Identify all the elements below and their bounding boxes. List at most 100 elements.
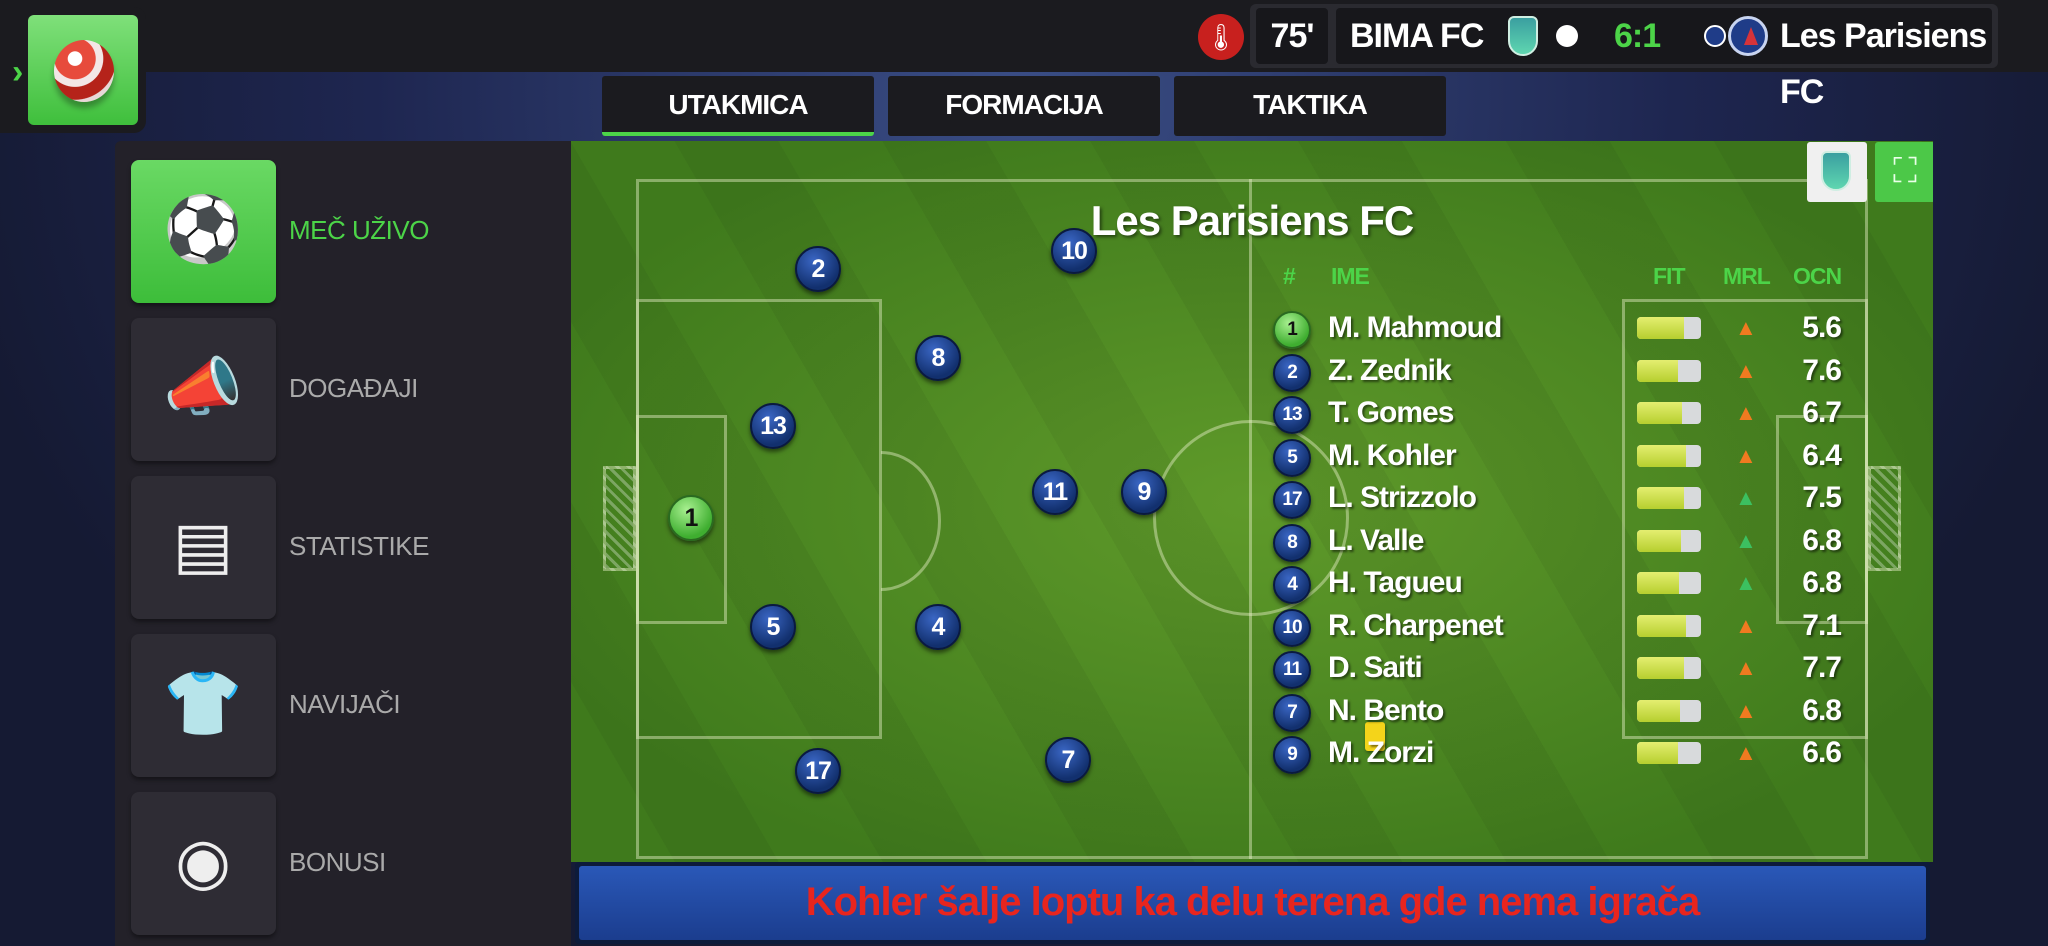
tab-utakmica[interactable]: UTAKMICA bbox=[602, 76, 874, 136]
sidebar-item-2[interactable]: ▤ bbox=[131, 476, 276, 619]
fitness-bar bbox=[1637, 529, 1701, 552]
commentary-bar: Kohler šalje loptu ka delu terena gde ne… bbox=[575, 862, 1930, 944]
jersey-icon: 👕 bbox=[163, 667, 243, 739]
sidebar-item-1[interactable]: 📣 bbox=[131, 318, 276, 461]
player-rating: 6.8 bbox=[1802, 523, 1842, 557]
right-penalty-box bbox=[1622, 299, 1868, 739]
fitness-bar bbox=[1637, 742, 1701, 764]
left-goal bbox=[603, 466, 636, 571]
away-team-name: Les Parisiens FC bbox=[1780, 17, 1987, 111]
home-color-dot bbox=[1556, 25, 1578, 47]
morale-up-arrow-icon: ▲ bbox=[1735, 527, 1757, 553]
thermometer-icon[interactable]: 🌡 bbox=[1198, 14, 1244, 60]
center-circle bbox=[1153, 420, 1349, 616]
player-rating: 7.7 bbox=[1802, 651, 1842, 684]
player-token[interactable]: 5 bbox=[750, 604, 796, 650]
morale-up-arrow-icon: ▲ bbox=[1735, 740, 1757, 765]
player-rating: 7.5 bbox=[1802, 481, 1842, 514]
col-fit: FIT bbox=[1653, 263, 1685, 289]
fitness-bar bbox=[1637, 402, 1701, 424]
right-goal bbox=[1868, 466, 1901, 571]
club-crest-icon bbox=[1508, 16, 1538, 56]
morale-up-arrow-icon: ▲ bbox=[1735, 442, 1757, 468]
player-number-badge: 8 bbox=[1273, 523, 1311, 562]
player-token[interactable]: 10 bbox=[1051, 228, 1097, 274]
player-row[interactable]: 2 Z. Zednik ▲ 7.6 bbox=[571, 352, 1933, 394]
player-name: T. Gomes bbox=[1328, 396, 1454, 429]
live-match-icon: ⚽ bbox=[163, 193, 243, 265]
sidebar-item-label[interactable]: DOGAĐAJI bbox=[289, 373, 418, 403]
player-row[interactable]: 8 L. Valle ▲ 6.8 bbox=[571, 522, 1933, 564]
club-crest-icon bbox=[1821, 151, 1851, 191]
player-token[interactable]: 2 bbox=[795, 246, 841, 292]
fitness-bar bbox=[1637, 572, 1701, 594]
player-name: D. Saiti bbox=[1328, 651, 1423, 684]
player-token[interactable]: 1 bbox=[668, 495, 714, 541]
player-token[interactable]: 11 bbox=[1032, 469, 1078, 515]
col-name: IME bbox=[1331, 263, 1370, 289]
score: 6:1 bbox=[1614, 17, 1661, 55]
player-name: N. Bento bbox=[1328, 693, 1444, 727]
away-color-dot bbox=[1704, 25, 1726, 47]
player-number-badge: 10 bbox=[1273, 608, 1311, 647]
player-row[interactable]: 13 T. Gomes ▲ 6.7 bbox=[571, 394, 1933, 436]
player-row[interactable]: 17 L. Strizzolo ▲ 7.5 bbox=[571, 479, 1933, 521]
player-number-badge: 4 bbox=[1273, 566, 1311, 604]
col-num: # bbox=[1283, 263, 1296, 289]
morale-up-arrow-icon: ▲ bbox=[1735, 357, 1757, 383]
player-name: M. Zorzi bbox=[1328, 736, 1434, 769]
player-token[interactable]: 9 bbox=[1121, 469, 1167, 515]
bonus-icon: ◉ bbox=[175, 825, 231, 897]
psg-crest-icon bbox=[1728, 16, 1768, 56]
sidebar-item-4[interactable]: ◉ bbox=[131, 792, 276, 935]
morale-up-arrow-icon: ▲ bbox=[1735, 570, 1757, 595]
left-goal-area bbox=[636, 415, 727, 624]
player-row[interactable]: 11 D. Saiti ▲ 7.7 bbox=[571, 649, 1933, 691]
player-token[interactable]: 13 bbox=[750, 403, 796, 449]
player-name: M. Mahmoud bbox=[1328, 311, 1502, 344]
player-name: R. Charpenet bbox=[1328, 608, 1504, 642]
player-name: L. Valle bbox=[1328, 523, 1424, 557]
player-row[interactable]: 1 M. Mahmoud ▲ 5.6 bbox=[571, 309, 1933, 351]
sidebar-item-label[interactable]: MEČ UŽIVO bbox=[289, 215, 429, 245]
player-number-badge: 17 bbox=[1273, 481, 1311, 519]
col-ocn: OCN bbox=[1793, 263, 1842, 289]
scoreboard: 75' BIMA FC 6:1 Les Parisiens FC bbox=[1250, 4, 1998, 111]
morale-up-arrow-icon: ▲ bbox=[1735, 485, 1757, 510]
player-row[interactable]: 4 H. Tagueu ▲ 6.8 bbox=[571, 564, 1933, 606]
player-token[interactable]: 17 bbox=[795, 748, 841, 794]
player-number-badge: 13 bbox=[1273, 396, 1311, 434]
fitness-bar bbox=[1637, 317, 1701, 339]
player-number-badge: 5 bbox=[1273, 438, 1311, 477]
player-row[interactable]: 7 N. Bento ▲ 6.8 bbox=[571, 692, 1933, 734]
stats-icon: ▤ bbox=[172, 509, 234, 581]
player-rating: 6.4 bbox=[1802, 438, 1842, 472]
sidebar-item-label[interactable]: BONUSI bbox=[289, 847, 386, 877]
player-token[interactable]: 8 bbox=[915, 335, 961, 381]
player-number-badge: 11 bbox=[1273, 651, 1311, 689]
fitness-bar bbox=[1637, 487, 1701, 509]
sidebar-item-3[interactable]: 👕 bbox=[131, 634, 276, 777]
player-token[interactable]: 4 bbox=[915, 604, 961, 650]
right-goal-area bbox=[1776, 415, 1868, 624]
player-number-badge: 2 bbox=[1273, 353, 1311, 392]
club-switch-button[interactable] bbox=[1807, 142, 1867, 202]
player-rating: 6.7 bbox=[1802, 396, 1842, 429]
sidebar: ⚽ MEČ UŽIVO 📣 DOGAĐAJI ▤ STATISTIKE 👕 NAVIJAČI ◉… bbox=[115, 141, 571, 946]
player-number-badge: 9 bbox=[1273, 736, 1311, 774]
tab-taktika[interactable]: TAKTIKA bbox=[1174, 76, 1446, 136]
player-rating: 6.8 bbox=[1802, 566, 1842, 599]
player-rating: 6.8 bbox=[1802, 693, 1842, 727]
player-row[interactable]: 10 R. Charpenet ▲ 7.1 bbox=[571, 607, 1933, 649]
main-menu-button[interactable]: › bbox=[0, 7, 146, 133]
player-row[interactable]: 5 M. Kohler ▲ 6.4 bbox=[571, 437, 1933, 479]
tab-formacija[interactable]: FORMACIJA bbox=[888, 76, 1160, 136]
sidebar-item-0[interactable]: ⚽ bbox=[131, 160, 276, 303]
morale-up-arrow-icon: ▲ bbox=[1735, 655, 1757, 680]
sidebar-item-label[interactable]: STATISTIKE bbox=[289, 531, 429, 561]
player-token[interactable]: 7 bbox=[1045, 737, 1091, 783]
sidebar-item-label[interactable]: NAVIJAČI bbox=[289, 689, 401, 719]
fullscreen-button[interactable]: ⛶ bbox=[1875, 142, 1933, 202]
player-row[interactable]: 9 M. Zorzi ▲ 6.6 bbox=[571, 734, 1933, 776]
player-name: M. Kohler bbox=[1328, 438, 1457, 472]
